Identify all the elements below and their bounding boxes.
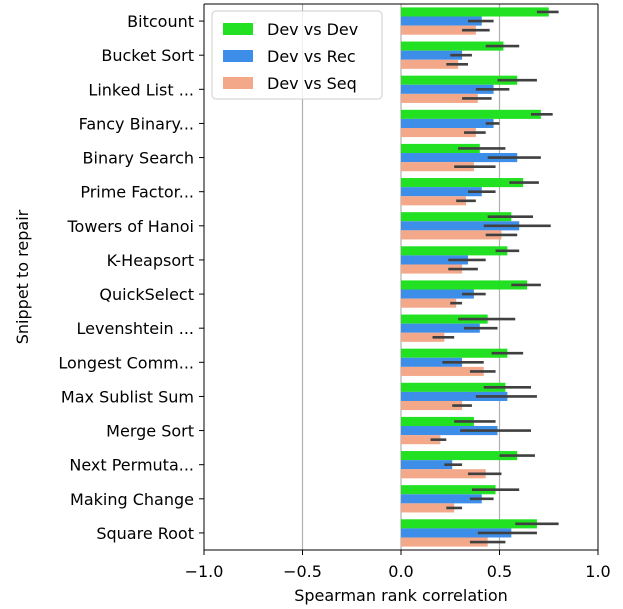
bar bbox=[401, 537, 488, 547]
bar bbox=[401, 230, 502, 240]
bar bbox=[401, 503, 455, 513]
bar bbox=[401, 16, 482, 26]
y-tick-label: K-Heapsort bbox=[107, 251, 194, 270]
bar bbox=[401, 118, 494, 128]
bar bbox=[401, 41, 504, 51]
y-tick-label: Max Sublist Sum bbox=[61, 387, 194, 406]
y-tick-label: QuickSelect bbox=[99, 285, 194, 304]
bar bbox=[401, 127, 476, 138]
legend-swatch bbox=[223, 23, 253, 35]
y-tick-label: Longest Comm... bbox=[58, 353, 194, 372]
bar bbox=[401, 25, 476, 35]
legend-label: Dev vs Dev bbox=[267, 20, 358, 39]
bar bbox=[401, 460, 453, 470]
y-tick-label: Square Root bbox=[96, 524, 194, 543]
bar bbox=[401, 323, 480, 333]
bar bbox=[401, 246, 508, 256]
bar bbox=[401, 84, 494, 94]
bar bbox=[401, 366, 484, 376]
bar bbox=[401, 298, 457, 308]
x-tick-label: 0.5 bbox=[487, 562, 512, 581]
bar bbox=[401, 187, 482, 197]
bar bbox=[401, 416, 474, 427]
bar bbox=[401, 7, 549, 17]
y-tick-label: Next Permuta... bbox=[69, 456, 194, 475]
bar bbox=[401, 528, 512, 538]
bar bbox=[401, 391, 508, 401]
bar bbox=[401, 75, 518, 85]
bar bbox=[401, 485, 496, 495]
bar bbox=[401, 255, 468, 265]
bar bbox=[401, 289, 474, 299]
bar bbox=[401, 93, 478, 103]
bar bbox=[401, 314, 488, 324]
bar bbox=[401, 153, 518, 163]
legend-box bbox=[211, 10, 383, 100]
legend-swatch bbox=[223, 50, 253, 62]
bar bbox=[401, 59, 459, 69]
y-tick-label: Merge Sort bbox=[106, 422, 194, 441]
bar bbox=[401, 426, 498, 436]
bar bbox=[401, 143, 480, 154]
legend-label: Dev vs Rec bbox=[267, 47, 356, 66]
bar bbox=[401, 196, 467, 206]
y-tick-label: Making Change bbox=[70, 490, 194, 509]
y-tick-label: Fancy Binary... bbox=[79, 114, 194, 133]
y-tick-label: Linked List ... bbox=[88, 80, 194, 99]
bar bbox=[401, 451, 518, 461]
x-tick-label: 0.0 bbox=[388, 562, 413, 581]
y-tick-label: Levenshtein ... bbox=[77, 319, 194, 338]
bar bbox=[401, 109, 541, 119]
x-tick-label: 1.0 bbox=[585, 562, 610, 581]
bar bbox=[401, 280, 528, 290]
bar bbox=[401, 435, 441, 445]
y-axis-label: Snippet to repair bbox=[13, 209, 32, 344]
x-axis-label: Spearman rank correlation bbox=[294, 586, 508, 605]
bar bbox=[401, 162, 474, 172]
bar bbox=[401, 348, 508, 358]
bar bbox=[401, 50, 463, 60]
bar bbox=[401, 357, 463, 367]
bar bbox=[401, 400, 463, 411]
legend-swatch bbox=[223, 77, 253, 89]
bar bbox=[401, 178, 524, 188]
bar bbox=[401, 332, 445, 342]
bar bbox=[401, 212, 512, 222]
bar bbox=[401, 264, 463, 274]
bar bbox=[401, 494, 482, 504]
y-tick-label: Bitcount bbox=[127, 12, 194, 31]
x-tick-label: −1.0 bbox=[185, 562, 224, 581]
legend-label: Dev vs Seq bbox=[267, 74, 357, 93]
bar bbox=[401, 221, 520, 231]
legend: Dev vs Dev Dev vs Rec Dev vs Seq bbox=[211, 10, 383, 100]
y-tick-label: Binary Search bbox=[83, 149, 194, 168]
bar bbox=[401, 382, 506, 392]
x-tick-label: −0.5 bbox=[283, 562, 322, 581]
bar bbox=[401, 519, 537, 529]
bar bbox=[401, 469, 486, 479]
y-tick-label: Bucket Sort bbox=[101, 46, 194, 65]
y-tick-label: Prime Factor... bbox=[80, 183, 194, 202]
y-tick-label: Towers of Hanoi bbox=[67, 217, 195, 236]
